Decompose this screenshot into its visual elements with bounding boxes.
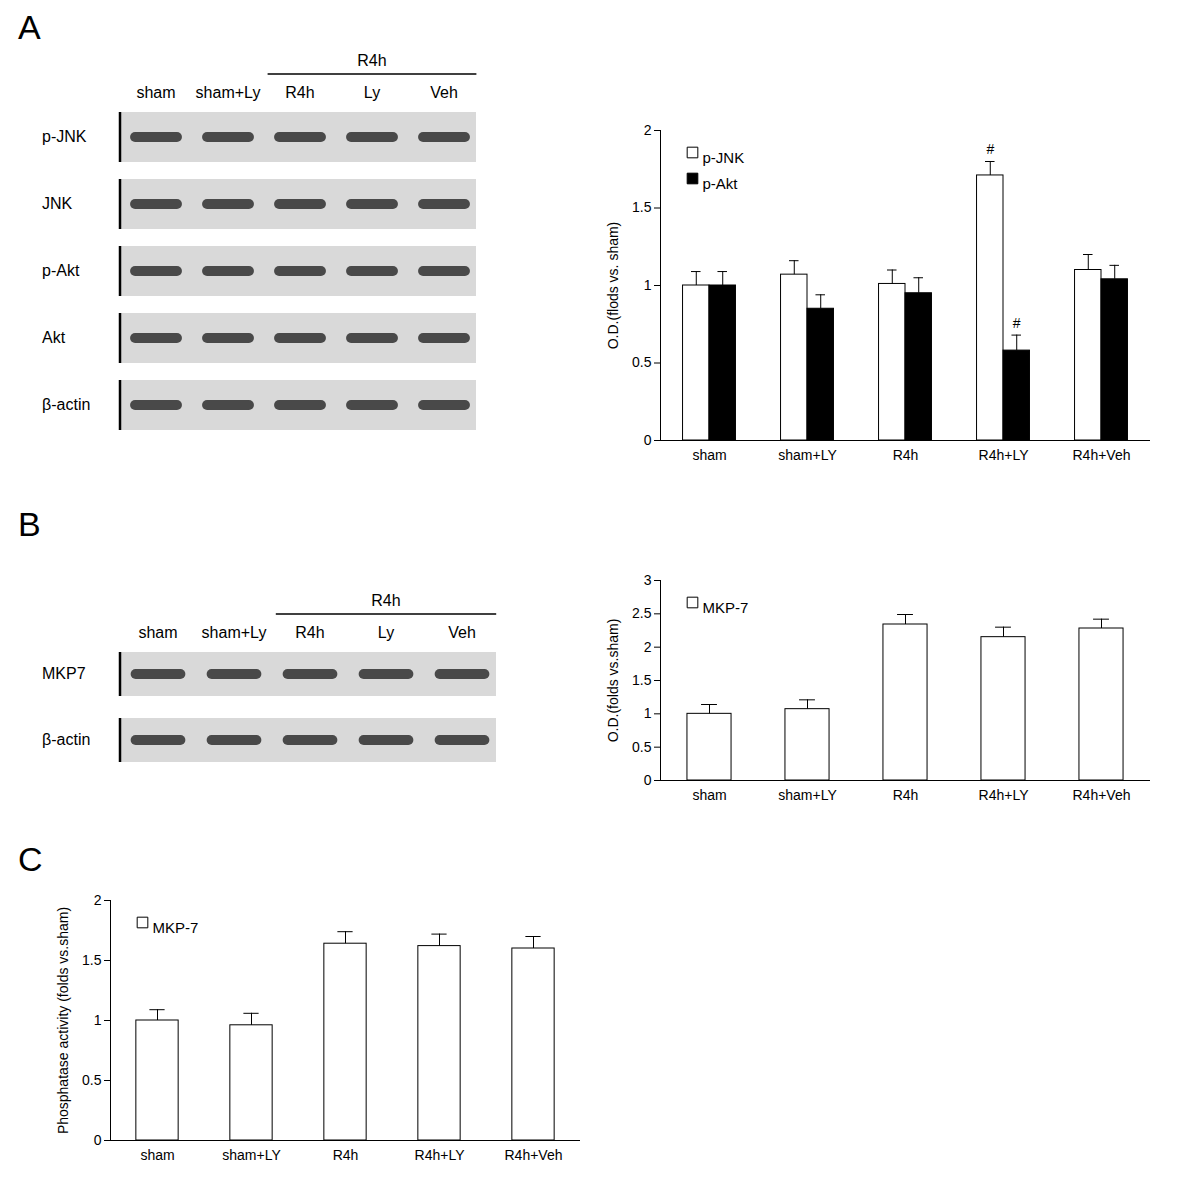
svg-text:1: 1 [644, 705, 652, 721]
svg-text:R4h+Veh: R4h+Veh [505, 1147, 563, 1163]
svg-text:R4h: R4h [333, 1147, 359, 1163]
svg-text:R4h: R4h [893, 447, 919, 463]
svg-text:0: 0 [644, 432, 652, 448]
svg-text:MKP-7: MKP-7 [703, 599, 749, 616]
svg-text:R4h: R4h [295, 624, 324, 641]
svg-text:0.5: 0.5 [82, 1072, 102, 1088]
svg-text:2.5: 2.5 [632, 605, 652, 621]
svg-text:sham+LY: sham+LY [778, 787, 837, 803]
svg-text:#: # [986, 141, 994, 157]
svg-text:p-Akt: p-Akt [42, 262, 80, 279]
svg-text:MKP7: MKP7 [42, 665, 86, 682]
svg-text:R4h: R4h [893, 787, 919, 803]
html-text:C: C [18, 840, 43, 878]
svg-text:R4h: R4h [285, 84, 314, 101]
svg-text:1.5: 1.5 [632, 199, 652, 215]
svg-text:3: 3 [644, 572, 652, 588]
svg-text:sham+LY: sham+LY [778, 447, 837, 463]
svg-text:p-JNK: p-JNK [42, 128, 87, 145]
svg-text:Ly: Ly [378, 624, 394, 641]
svg-text:sham+Ly: sham+Ly [196, 84, 261, 101]
svg-text:#: # [1013, 315, 1021, 331]
svg-text:Akt: Akt [42, 329, 66, 346]
svg-text:JNK: JNK [42, 195, 73, 212]
svg-text:1: 1 [644, 277, 652, 293]
svg-text:O.D.(flods vs. sham): O.D.(flods vs. sham) [605, 222, 621, 350]
svg-text:R4h: R4h [357, 52, 386, 69]
svg-text:sham+LY: sham+LY [222, 1147, 281, 1163]
svg-text:0.5: 0.5 [632, 354, 652, 370]
svg-text:O.D.(folds vs.sham): O.D.(folds vs.sham) [605, 619, 621, 743]
html-text:A: A [18, 8, 41, 46]
svg-text:0.5: 0.5 [632, 739, 652, 755]
svg-text:sham: sham [692, 447, 726, 463]
svg-text:MKP-7: MKP-7 [153, 919, 199, 936]
svg-text:R4h+LY: R4h+LY [415, 1147, 466, 1163]
svg-text:0: 0 [644, 772, 652, 788]
svg-text:p-JNK: p-JNK [703, 149, 745, 166]
svg-text:1: 1 [94, 1012, 102, 1028]
svg-text:2: 2 [644, 639, 652, 655]
svg-text:R4h+Veh: R4h+Veh [1073, 447, 1131, 463]
html-text:B: B [18, 505, 41, 543]
svg-text:p-Akt: p-Akt [703, 175, 739, 192]
svg-text:β-actin: β-actin [42, 396, 90, 413]
svg-text:Ly: Ly [364, 84, 380, 101]
svg-text:sham: sham [138, 624, 177, 641]
svg-text:1.5: 1.5 [632, 672, 652, 688]
svg-text:1.5: 1.5 [82, 952, 102, 968]
svg-text:R4h+LY: R4h+LY [979, 787, 1030, 803]
svg-text:R4h+Veh: R4h+Veh [1073, 787, 1131, 803]
svg-text:sham: sham [692, 787, 726, 803]
svg-text:β-actin: β-actin [42, 731, 90, 748]
svg-text:sham: sham [136, 84, 175, 101]
svg-text:sham: sham [140, 1147, 174, 1163]
svg-text:R4h+LY: R4h+LY [979, 447, 1030, 463]
svg-text:sham+Ly: sham+Ly [202, 624, 267, 641]
svg-text:Veh: Veh [448, 624, 476, 641]
svg-text:0: 0 [94, 1132, 102, 1148]
svg-text:2: 2 [644, 122, 652, 138]
svg-text:2: 2 [94, 892, 102, 908]
svg-text:Phosphatase activity (folds vs: Phosphatase activity (folds vs.sham) [55, 907, 71, 1134]
svg-text:R4h: R4h [371, 592, 400, 609]
svg-text:Veh: Veh [430, 84, 458, 101]
